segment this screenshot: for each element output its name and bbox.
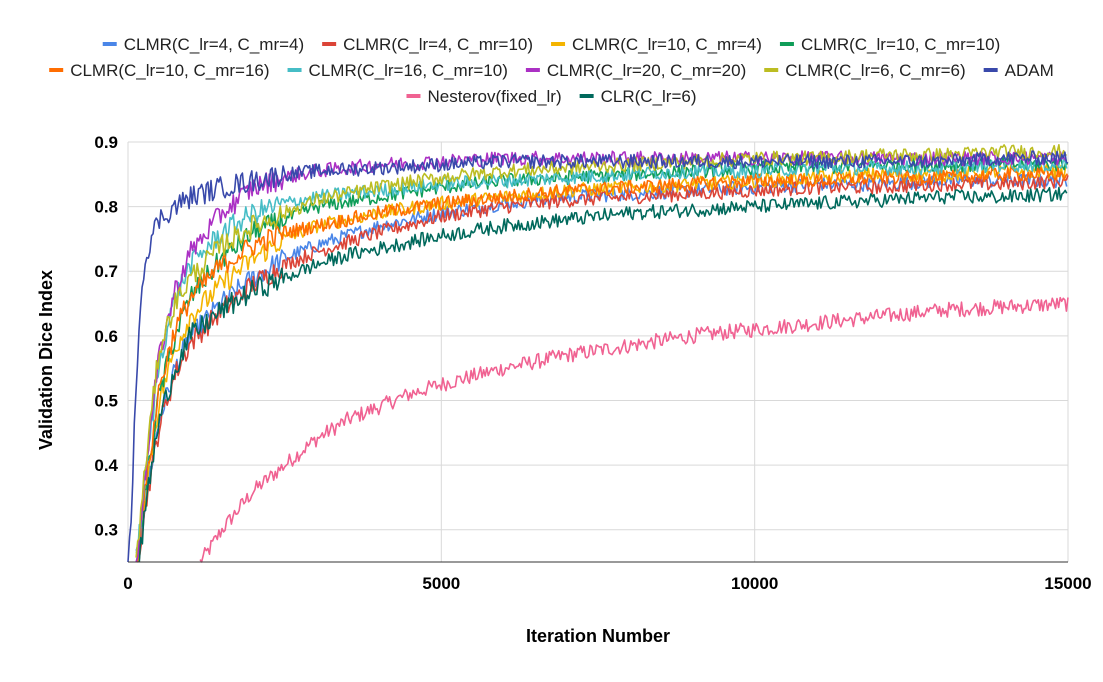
legend-label: CLMR(C_lr=20, C_mr=20) (547, 61, 746, 80)
y-tick-label: 0.5 (94, 391, 118, 410)
legend-item: Nesterov(fixed_lr) (406, 87, 562, 106)
legend-item: CLMR(C_lr=16, C_mr=10) (287, 61, 508, 80)
legend-item: CLMR(C_lr=6, C_mr=6) (764, 61, 966, 80)
series-line-7 (135, 144, 1067, 558)
legend: CLMR(C_lr=4, C_mr=4) CLMR(C_lr=4, C_mr=10… (49, 35, 1054, 106)
legend-item: ADAM (983, 61, 1054, 80)
legend-item: CLMR(C_lr=10, C_mr=10) (779, 35, 1000, 54)
legend-label: CLMR(C_lr=10, C_mr=16) (70, 61, 269, 80)
x-tick-label: 10000 (731, 574, 778, 593)
y-axis-title: Validation Dice Index (36, 270, 56, 450)
legend-item: CLMR(C_lr=4, C_mr=4) (102, 35, 304, 54)
legend-label: CLMR(C_lr=10, C_mr=10) (801, 35, 1000, 54)
legend-label: CLMR(C_lr=10, C_mr=4) (572, 35, 762, 54)
legend-label: CLMR(C_lr=16, C_mr=10) (309, 61, 508, 80)
series-line-1 (137, 174, 1069, 563)
y-tick-label: 0.6 (94, 327, 118, 346)
legend-label: CLMR(C_lr=6, C_mr=6) (785, 61, 965, 80)
legend-label: CLMR(C_lr=4, C_mr=10) (343, 35, 533, 54)
series-line-8 (127, 150, 1069, 563)
legend-item: CLMR(C_lr=10, C_mr=16) (49, 61, 270, 80)
series-line-9 (199, 296, 1069, 563)
x-tick-label: 0 (123, 574, 132, 593)
grid (127, 141, 1069, 562)
legend-label: CLMR(C_lr=4, C_mr=4) (124, 35, 304, 54)
x-tick-label: 15000 (1044, 574, 1091, 593)
x-axis-title: Iteration Number (526, 626, 670, 646)
series-layer (127, 144, 1069, 563)
series-line-4 (136, 166, 1069, 563)
series-line-6 (135, 150, 1067, 563)
legend-item: CLMR(C_lr=4, C_mr=10) (322, 35, 533, 54)
x-tick-label: 5000 (422, 574, 460, 593)
axes: 0.3 0.4 0.5 0.6 0.7 0.8 0.9 0 5000 10000 15000 (94, 133, 1091, 593)
y-tick-label: 0.8 (94, 198, 118, 217)
series-line-10 (138, 186, 1068, 563)
legend-label: ADAM (1005, 61, 1054, 80)
legend-item: CLMR(C_lr=10, C_mr=4) (551, 35, 762, 54)
y-tick-label: 0.7 (94, 262, 118, 281)
y-tick-label: 0.3 (94, 521, 118, 540)
y-tick-label: 0.4 (94, 456, 118, 475)
legend-item: CLMR(C_lr=20, C_mr=20) (525, 61, 746, 80)
legend-label: CLR(C_lr=6) (601, 87, 697, 106)
legend-label: Nesterov(fixed_lr) (427, 87, 561, 106)
y-tick-label: 0.9 (94, 133, 118, 152)
legend-item: CLR(C_lr=6) (579, 87, 697, 106)
